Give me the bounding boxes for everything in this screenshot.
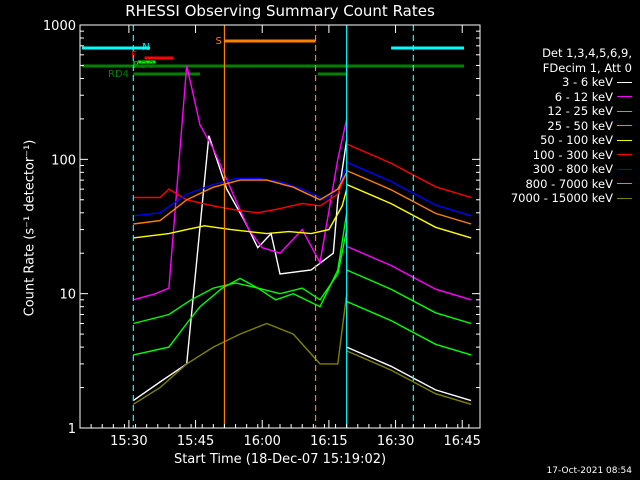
- plot-frame: [79, 24, 481, 429]
- series-100-300-kev: [133, 172, 348, 214]
- series-late-segment: [346, 300, 472, 356]
- legend-label: 7000 - 15000 keV: [510, 191, 613, 205]
- legend-swatch: [617, 154, 632, 156]
- axes: 1 10 100 1000 15:30 15:45 16:00 16:15 16:30 16:45: [43, 19, 481, 449]
- legend-swatch: [617, 197, 632, 199]
- legend-entry: 25 - 50 keV: [511, 119, 632, 134]
- y-axis-label: Count Rate (s⁻¹ detector⁻¹): [22, 139, 38, 317]
- series-late-segment: [346, 245, 472, 301]
- legend-label: 50 - 100 keV: [540, 133, 613, 147]
- chart-title: RHESSI Observing Summary Count Rates: [125, 2, 435, 20]
- flag-label-p: P: [132, 60, 138, 71]
- series-layer: [132, 65, 472, 405]
- timestamp: 17-Oct-2021 08:54: [546, 466, 632, 476]
- legend-entry: 50 - 100 keV: [511, 133, 632, 148]
- legend-entry: 3 - 6 keV: [511, 75, 632, 90]
- series-25-50-kev: [133, 229, 348, 325]
- legend-label: 6 - 12 keV: [554, 89, 613, 104]
- legend-label: 100 - 300 keV: [532, 147, 613, 162]
- y-tick-label: 1: [68, 422, 76, 437]
- legend-swatch: [617, 139, 632, 141]
- legend-entry: 12 - 25 keV: [511, 104, 632, 119]
- x-tick-label: 15:45: [177, 434, 214, 449]
- series-6-12-kev: [133, 65, 348, 301]
- flag-label-s: S: [216, 36, 222, 47]
- series-late-segment: [346, 346, 472, 402]
- legend-label: 300 - 800 keV: [532, 162, 613, 176]
- legend-label: 800 - 7000 keV: [525, 176, 613, 191]
- series-300-800-kev: [133, 165, 348, 217]
- series-late-segment: [346, 269, 472, 325]
- series-800-7000-kev: [133, 172, 348, 225]
- series-7000-15000-kev: [132, 293, 348, 405]
- legend-swatch: [617, 81, 632, 83]
- y-tick-label: 100: [51, 153, 76, 168]
- legend-swatch: [617, 168, 632, 170]
- legend-swatch: [617, 183, 632, 185]
- series-50-100-kev: [133, 188, 348, 239]
- series-3-6-kev: [132, 135, 348, 402]
- legend-header-detectors: Det 1,3,4,5,6,9,: [542, 46, 632, 60]
- x-tick-label: 15:30: [110, 434, 147, 449]
- flag-label-rd0: RD0: [133, 60, 154, 71]
- legend-label: 12 - 25 keV: [547, 104, 613, 118]
- legend-label: 25 - 50 keV: [547, 118, 613, 133]
- legend-entry: 6 - 12 keV: [511, 90, 632, 105]
- legend-entry: 300 - 800 keV: [511, 162, 632, 177]
- flag-label-f: F: [131, 50, 137, 61]
- series-12-25-kev: [133, 212, 348, 356]
- series-late-segment: [346, 169, 472, 225]
- legend-entry: 800 - 7000 keV: [511, 177, 632, 192]
- legend-swatch: [617, 125, 632, 127]
- legend-swatch: [617, 110, 632, 112]
- legend-label: 3 - 6 keV: [562, 75, 613, 89]
- legend-header-decimation: FDecim 1, Att 0: [542, 60, 632, 75]
- legend-swatch: [617, 96, 632, 98]
- y-tick-label: 10: [59, 288, 76, 303]
- flag-labels: NFP S RD0 RD4: [108, 36, 222, 80]
- x-tick-label: 16:00: [243, 434, 280, 449]
- flag-label-n: N: [142, 42, 149, 53]
- y-tick-label: 1000: [43, 19, 76, 34]
- x-axis-label: Start Time (18-Dec-07 15:19:02): [173, 452, 387, 467]
- series-late-segment: [346, 350, 472, 405]
- series-late-segment: [346, 161, 472, 217]
- x-tick-label: 16:45: [443, 434, 480, 449]
- time-markers: [132, 25, 414, 428]
- x-tick-label: 16:30: [377, 434, 414, 449]
- legend-entry: 7000 - 15000 keV: [511, 191, 632, 206]
- legend: Det 1,3,4,5,6,9, FDecim 1, Att 0 3 - 6 k…: [511, 46, 632, 206]
- x-tick-label: 16:15: [310, 434, 347, 449]
- legend-entry: 100 - 300 keV: [511, 148, 632, 163]
- flag-label-rd4: RD4: [108, 69, 129, 80]
